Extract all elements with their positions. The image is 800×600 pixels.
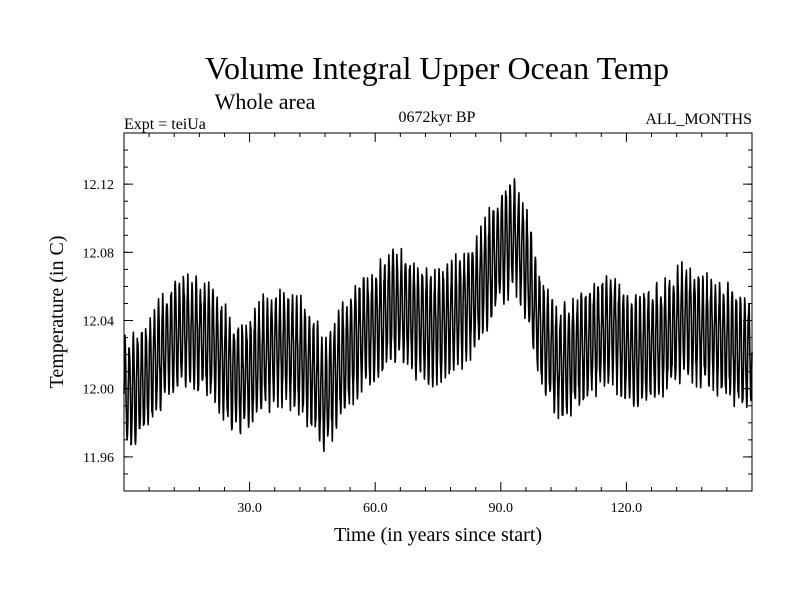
y-axis-label: Temperature (in C) (46, 236, 68, 389)
y-tick-label: 11.96 (83, 451, 114, 466)
chart-title: Volume Integral Upper Ocean Temp (205, 50, 669, 86)
chart-subtitle: Whole area (215, 89, 316, 114)
y-tick-label: 12.04 (83, 315, 115, 330)
experiment-label: Expt = teiUa (124, 116, 206, 133)
months-label: ALL_MONTHS (645, 111, 752, 128)
x-tick-label: 90.0 (489, 501, 514, 516)
y-tick-label: 12.12 (83, 178, 115, 193)
y-tick-label: 12.00 (83, 383, 115, 398)
temperature-series-line (123, 177, 753, 453)
plot-frame (123, 132, 753, 492)
x-tick-label: 60.0 (363, 501, 388, 516)
y-tick-label: 12.08 (83, 246, 115, 261)
x-tick-label: 30.0 (237, 501, 262, 516)
x-tick-label: 120.0 (611, 501, 643, 516)
x-axis-label: Time (in years since start) (334, 524, 542, 546)
period-label: 0672kyr BP (399, 109, 476, 126)
x-axis: 30.0 60.0 90.0 120.0 (148, 133, 728, 516)
